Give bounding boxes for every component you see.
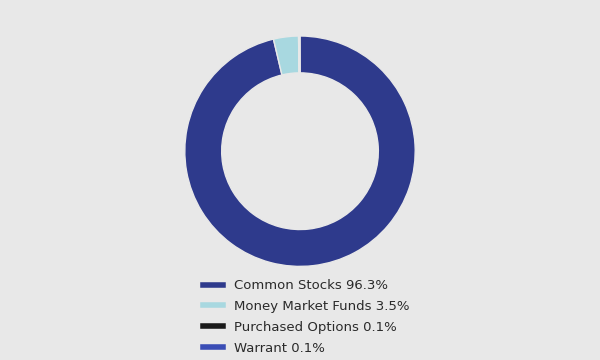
Wedge shape xyxy=(274,36,299,75)
Legend: Common Stocks 96.3%, Money Market Funds 3.5%, Purchased Options 0.1%, Warrant 0.: Common Stocks 96.3%, Money Market Funds … xyxy=(198,274,415,360)
Wedge shape xyxy=(299,36,300,73)
Wedge shape xyxy=(185,36,415,266)
